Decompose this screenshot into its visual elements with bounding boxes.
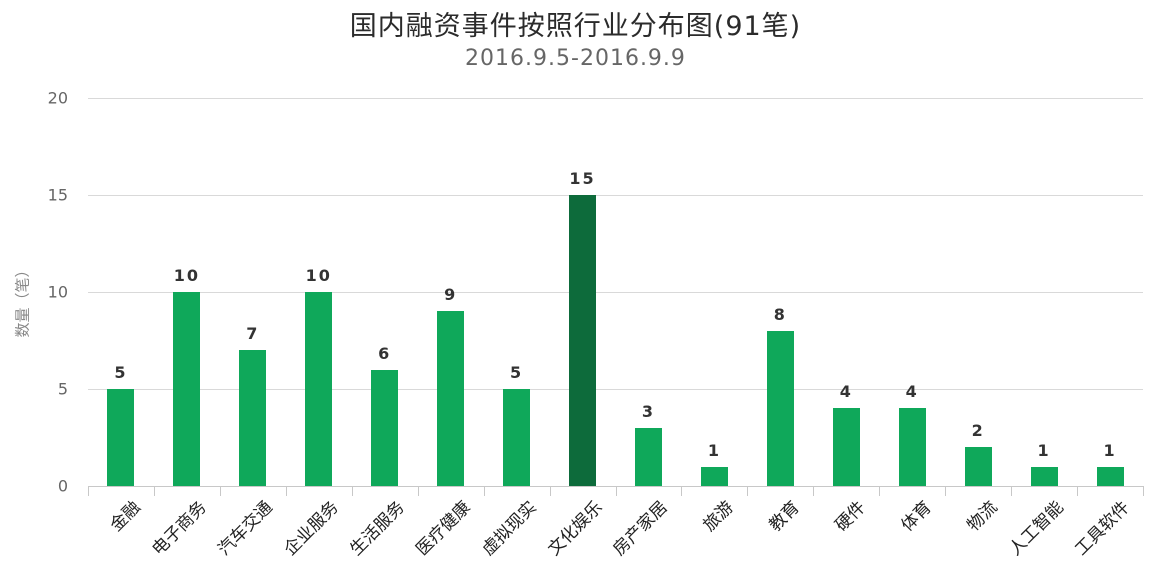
- bar-value-label: 1: [1037, 440, 1051, 460]
- gridline: [88, 98, 1143, 99]
- x-tick-mark: [1011, 486, 1013, 496]
- bar-14: [1030, 466, 1058, 486]
- x-tick-mark: [945, 486, 947, 496]
- gridline: [88, 292, 1143, 293]
- bar-value-label: 3: [641, 401, 656, 421]
- x-tick-mark: [417, 486, 419, 496]
- y-tick-label: 5: [57, 379, 68, 399]
- bar-value-label: 10: [173, 266, 201, 285]
- bar-value-label: 2: [971, 421, 985, 441]
- bar-value-label: 5: [510, 363, 524, 382]
- y-tick-label: 10: [47, 282, 68, 302]
- bar-9: [700, 466, 728, 486]
- bar-0: [107, 389, 135, 486]
- gridline: [88, 389, 1143, 390]
- chart-subtitle: 2016.9.5-2016.9.9: [465, 46, 686, 71]
- x-tick-mark: [549, 486, 551, 496]
- bar-value-label: 9: [444, 285, 458, 305]
- x-tick-mark: [813, 486, 815, 496]
- bar-value-label: 6: [378, 343, 392, 363]
- plot-area: 5 10 7 10 6 9 5 15 3 1 8 4 4 2 1 1: [88, 98, 1143, 487]
- x-tick-mark: [1077, 486, 1079, 496]
- bar-value-label: 8: [773, 304, 787, 324]
- x-tick-mark: [615, 486, 617, 496]
- bar-value-label: 4: [839, 382, 853, 402]
- x-tick-mark: [1143, 486, 1144, 496]
- bar-value-label: 7: [246, 324, 260, 344]
- x-tick-mark: [747, 486, 749, 496]
- bar-5: [437, 311, 465, 486]
- y-tick-label: 15: [47, 185, 68, 205]
- bar-13: [964, 447, 992, 486]
- bar-3: [305, 292, 333, 486]
- x-tick-mark: [351, 486, 353, 496]
- bar-value-label: 4: [905, 382, 919, 402]
- bar-8: [634, 427, 662, 486]
- gridline: [88, 195, 1143, 196]
- bar-2: [239, 350, 267, 486]
- bar-4: [371, 369, 399, 486]
- x-tick-mark: [681, 486, 683, 496]
- bar-value-label: 15: [569, 169, 596, 188]
- bar-11: [832, 408, 860, 486]
- bar-value-label: 5: [114, 363, 128, 382]
- bar-value-label: 1: [707, 440, 721, 460]
- y-tick-label: 20: [47, 88, 68, 108]
- x-tick-mark: [153, 486, 155, 496]
- bar-12: [898, 408, 926, 486]
- bar-6: [503, 389, 531, 486]
- bar-7: [569, 195, 597, 486]
- bar-10: [766, 330, 794, 486]
- x-tick-mark: [285, 486, 287, 496]
- chart-title: 国内融资事件按照行业分布图(91笔): [349, 11, 802, 42]
- x-tick-mark: [219, 486, 221, 496]
- bar-1: [173, 292, 201, 486]
- x-tick-mark: [88, 486, 89, 496]
- bar-value-label: 10: [305, 266, 332, 285]
- bar-15: [1096, 466, 1124, 486]
- bar-value-label: 1: [1103, 440, 1117, 460]
- x-tick-mark: [879, 486, 881, 496]
- x-tick-mark: [483, 486, 485, 496]
- y-tick-label: 0: [57, 476, 68, 496]
